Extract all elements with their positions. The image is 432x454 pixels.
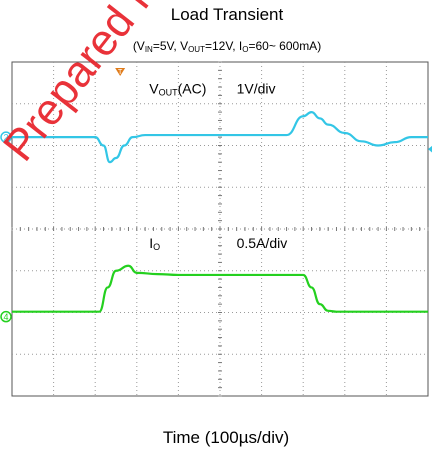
- grid: [11, 61, 429, 397]
- channel-marker-label: 4: [3, 312, 8, 322]
- subtitle-vin-sub: IN: [144, 45, 153, 54]
- series-scale-label: 0.5A/div: [237, 235, 288, 251]
- subtitle-vout-val: =12V, I: [204, 39, 243, 53]
- trace-offset-arrow-icon: [428, 145, 432, 153]
- series-name-sub: OUT: [159, 87, 179, 97]
- series-name-label: IO: [149, 235, 160, 252]
- subtitle-io-sub: O: [242, 45, 249, 54]
- series-name-suffix: (AC): [178, 80, 207, 96]
- series-name-sub: O: [153, 242, 160, 252]
- trace-0: [11, 110, 428, 164]
- subtitle-vin-val: =5V, V: [152, 39, 189, 53]
- traces: 24: [0, 110, 428, 323]
- series-name-main: I: [149, 235, 153, 251]
- channel-marker-1: [0, 310, 12, 323]
- series-name-label: VOUT(AC): [149, 80, 206, 97]
- subtitle-prefix: (V: [132, 39, 145, 53]
- channel-marker-label: 2: [3, 133, 8, 143]
- series-name-main: V: [149, 80, 159, 96]
- trigger-marker-icon: [115, 68, 126, 76]
- channel-marker-0: [0, 131, 12, 143]
- x-axis-label: Time (100µs/div): [162, 428, 290, 447]
- trace-labels: VOUT(AC) 1V/div IO 0.5A/div T: [115, 68, 432, 252]
- chart-title: Load Transient: [170, 5, 284, 24]
- trace-1: [12, 264, 428, 313]
- trigger-marker-label: T: [118, 69, 123, 76]
- subtitle-vout-sub: OUT: [188, 45, 205, 54]
- chart-subtitle: (VIN=5V, VOUT=12V, IO=60~ 600mA): [0, 39, 432, 54]
- series-scale-label: 1V/div: [237, 80, 276, 96]
- subtitle-io-val: =60~ 600mA): [248, 39, 322, 53]
